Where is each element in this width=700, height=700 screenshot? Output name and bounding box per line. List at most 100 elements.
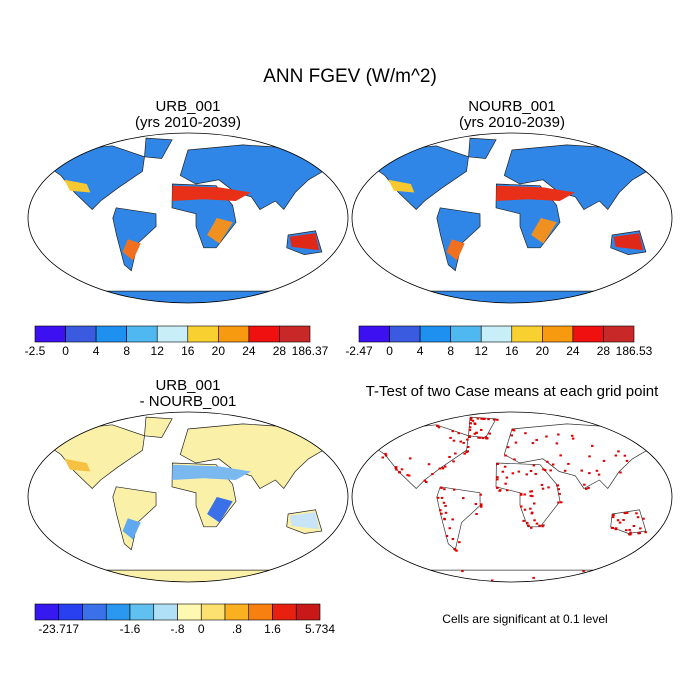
significant-cell xyxy=(535,522,539,525)
significant-cell xyxy=(440,486,443,489)
significant-cell xyxy=(461,570,464,573)
significant-cell xyxy=(479,493,482,496)
significant-cell xyxy=(469,580,473,582)
significant-cell xyxy=(480,505,483,508)
significant-cell xyxy=(628,528,631,531)
figure-title: ANN FGEV (W/m^2) xyxy=(263,66,437,87)
significant-cell xyxy=(622,519,625,521)
significant-cell xyxy=(535,439,538,441)
significant-cell xyxy=(639,527,642,530)
significant-cell xyxy=(587,486,590,489)
colorbar-box xyxy=(511,325,543,343)
significant-cell xyxy=(436,496,440,499)
significant-cell xyxy=(530,526,533,529)
hotspot xyxy=(207,497,233,523)
significant-cell xyxy=(560,501,563,504)
continent xyxy=(50,569,326,582)
colorbar-label: 4 xyxy=(417,344,424,358)
significant-cell xyxy=(588,455,591,458)
continent xyxy=(610,509,647,534)
significant-cell xyxy=(636,584,639,586)
significant-cell xyxy=(463,452,466,455)
colorbar-label: 12 xyxy=(151,344,165,358)
colorbar-box xyxy=(542,325,574,343)
significant-cell xyxy=(487,418,490,421)
continent xyxy=(179,144,331,211)
significant-cell xyxy=(580,469,583,472)
significant-cell xyxy=(438,467,442,470)
significant-cell xyxy=(484,436,488,439)
colorbar-box xyxy=(129,603,155,621)
continent xyxy=(436,207,481,272)
colorbar-box xyxy=(95,325,127,343)
significant-cell xyxy=(407,474,411,477)
significant-cell xyxy=(454,452,457,455)
map-panel xyxy=(27,411,349,583)
significant-cell xyxy=(632,525,636,527)
colorbar-label: 8 xyxy=(447,344,454,358)
significant-cell xyxy=(384,452,387,455)
significant-cell xyxy=(441,467,444,470)
significant-cell xyxy=(496,476,499,479)
significant-cell xyxy=(637,532,640,535)
significant-cell xyxy=(403,428,406,431)
significant-cell xyxy=(567,462,570,465)
significant-cell xyxy=(462,441,465,444)
colorbar-label: 28 xyxy=(597,344,611,358)
significant-cell xyxy=(496,486,499,489)
continent xyxy=(112,486,157,551)
continent xyxy=(468,137,497,159)
significant-cell xyxy=(474,503,478,505)
significant-cell xyxy=(635,512,638,515)
significant-cell xyxy=(514,441,518,444)
significant-cell xyxy=(503,465,507,468)
significant-cell xyxy=(533,519,536,522)
colorbar-box xyxy=(224,603,250,621)
map-border xyxy=(351,132,673,304)
significant-cell xyxy=(644,435,647,438)
significant-cell xyxy=(541,525,544,528)
colorbar-box xyxy=(58,603,83,621)
significant-cell xyxy=(533,502,536,505)
significant-cell xyxy=(582,570,585,573)
significant-cell xyxy=(477,436,480,439)
significant-cell xyxy=(571,437,575,440)
significant-cell xyxy=(431,473,434,476)
colorbar-label: 8 xyxy=(123,344,130,358)
significant-cell xyxy=(480,428,483,431)
colorbar-box xyxy=(156,325,189,343)
colorbar-label: 28 xyxy=(273,344,287,358)
continent xyxy=(112,207,157,272)
significant-cell xyxy=(384,454,388,457)
colorbar-box xyxy=(248,325,280,343)
significant-cell xyxy=(468,429,472,432)
colorbar-box xyxy=(187,325,219,343)
significant-cell xyxy=(615,527,618,530)
significant-cell xyxy=(491,579,494,582)
significant-cell xyxy=(481,437,485,440)
colorbar-label: .8 xyxy=(232,622,242,636)
hotspot xyxy=(496,185,575,201)
significant-cell xyxy=(448,527,451,530)
significant-cell xyxy=(639,580,642,582)
colorbar-label: 5.734 xyxy=(305,622,335,636)
panel-title: T-Test of two Case means at each grid po… xyxy=(366,383,659,400)
colorbar-label: -2.47 xyxy=(345,344,373,358)
hotspot xyxy=(64,179,91,193)
significant-cell xyxy=(480,504,483,507)
significant-cell xyxy=(511,472,515,475)
significant-cell xyxy=(588,472,591,475)
significant-cell xyxy=(444,504,447,507)
significant-cell xyxy=(642,517,645,520)
colorbar-label: 24 xyxy=(566,344,580,358)
significant-cell xyxy=(496,418,499,421)
significant-cell xyxy=(455,549,458,552)
continent xyxy=(50,290,326,303)
significant-cell xyxy=(551,463,555,466)
significant-cell xyxy=(452,439,456,442)
significant-cell xyxy=(531,495,534,498)
colorbar-box xyxy=(480,325,513,343)
colorbar-box xyxy=(272,603,297,621)
